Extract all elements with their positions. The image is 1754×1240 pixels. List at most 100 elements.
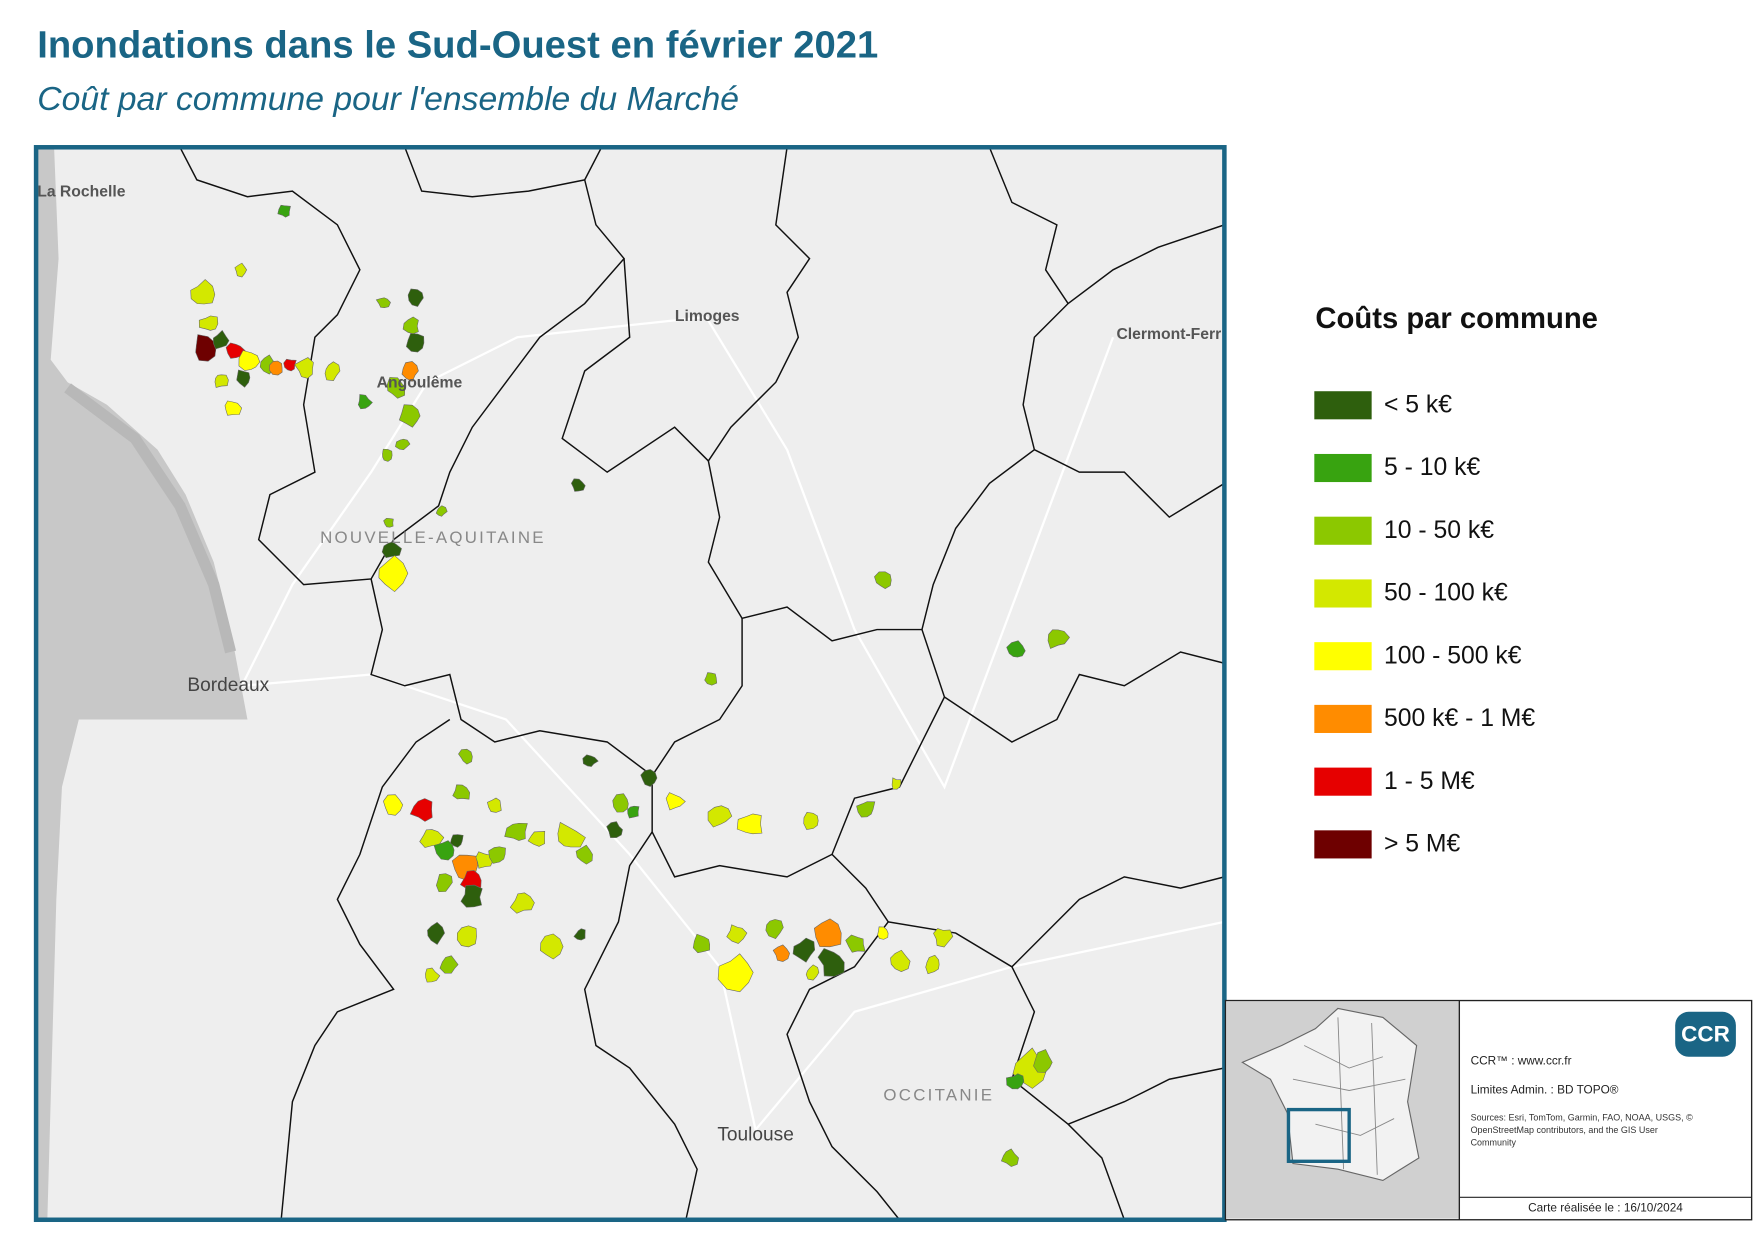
logo-text: CCR: [1681, 1021, 1730, 1046]
commune: [813, 918, 842, 948]
commune: [324, 361, 341, 381]
map: La Rochelle Limoges Clermont-Ferr Angoulême…: [36, 147, 1225, 1220]
commune: [439, 955, 459, 974]
commune: [704, 672, 718, 686]
sources: Sources: Esri, TomTom, Garmin, FAO, NOAA…: [1471, 1113, 1694, 1148]
limits-line: Limites Admin. : BD TOPO®: [1471, 1083, 1619, 1097]
ccr-line: CCR™ : www.ccr.fr: [1471, 1053, 1572, 1067]
commune: [877, 926, 889, 940]
commune: [1006, 1073, 1025, 1090]
commune: [612, 793, 629, 813]
inset-france: [1241, 1007, 1420, 1182]
commune: [234, 262, 247, 278]
commune: [665, 792, 686, 811]
admin-borders: [179, 147, 1225, 1220]
place-label: Bordeaux: [187, 675, 269, 696]
commune: [405, 333, 425, 353]
commune: [817, 948, 845, 977]
legend-label: 50 - 100 k€: [1384, 580, 1508, 607]
inset-extent: [1286, 1107, 1351, 1163]
inset-borders: [1292, 1017, 1406, 1175]
legend-label: 5 - 10 k€: [1384, 454, 1480, 481]
commune: [383, 517, 394, 528]
commune: [401, 361, 419, 382]
commune: [402, 316, 419, 335]
commune: [736, 813, 763, 835]
legend-swatch: [1314, 830, 1372, 859]
place-label: Clermont-Ferr: [1116, 326, 1221, 343]
commune: [427, 921, 445, 945]
place-label: Angoulême: [377, 375, 463, 392]
place-label: La Rochelle: [37, 183, 125, 200]
commune: [407, 288, 424, 307]
commune: [792, 937, 816, 963]
commune: [582, 754, 599, 767]
legend-label: > 5 M€: [1384, 830, 1461, 857]
commune: [891, 777, 902, 790]
commune: [294, 357, 314, 379]
map-labels: La Rochelle Limoges Clermont-Ferr Angoulême…: [37, 183, 1221, 1145]
legend-label: 1 - 5 M€: [1384, 768, 1475, 795]
commune: [856, 801, 876, 818]
commune: [1006, 640, 1026, 658]
title: Inondations dans le Sud-Ouest en février…: [37, 23, 878, 66]
legend-label: 500 k€ - 1 M€: [1384, 705, 1535, 732]
commune: [452, 784, 470, 800]
commune: [190, 279, 216, 305]
commune: [692, 933, 710, 954]
commune: [707, 805, 733, 828]
legend-swatch: [1314, 642, 1372, 671]
commune: [436, 873, 453, 893]
roads: [240, 315, 1225, 1131]
commune: [409, 798, 433, 822]
subtitle: Coût par commune pour l'ensemble du Marc…: [37, 80, 739, 118]
commune: [890, 949, 911, 972]
commune: [375, 297, 391, 308]
commune: [1033, 1049, 1053, 1073]
commune: [283, 358, 297, 372]
legend-swatch: [1314, 391, 1372, 420]
commune: [395, 438, 411, 450]
commune: [213, 329, 230, 350]
commune: [435, 505, 448, 517]
commune: [224, 400, 243, 416]
place-label: OCCITANIE: [883, 1086, 994, 1105]
commune: [1000, 1148, 1019, 1167]
commune: [225, 342, 246, 359]
legend-swatch: [1314, 704, 1372, 733]
sea: [36, 147, 248, 1220]
commune: [475, 851, 494, 869]
commune: [717, 953, 754, 993]
commune: [198, 315, 219, 331]
commune: [557, 821, 586, 848]
commune: [540, 933, 564, 960]
legend-swatch: [1314, 579, 1372, 608]
commune: [571, 478, 586, 492]
commune: [805, 964, 820, 981]
commune: [460, 884, 483, 908]
place-label: Limoges: [675, 308, 740, 325]
estuary: [64, 383, 237, 654]
commune: [488, 846, 506, 864]
commune: [575, 844, 593, 865]
legend-swatch: [1314, 767, 1372, 796]
commune: [726, 924, 748, 944]
commune: [357, 394, 373, 410]
commune: [214, 374, 229, 388]
commune: [845, 934, 866, 953]
commune: [277, 204, 291, 218]
legend-label: 10 - 50 k€: [1384, 517, 1494, 544]
legend-label: < 5 k€: [1384, 391, 1452, 418]
place-label: NOUVELLE-AQUITAINE: [320, 528, 546, 547]
commune: [236, 369, 251, 388]
commune: [509, 892, 535, 914]
communes: [190, 204, 1070, 1167]
commune: [381, 541, 402, 559]
commune: [803, 812, 819, 830]
legend-swatch: [1314, 516, 1372, 545]
commune: [398, 404, 421, 428]
commune: [504, 822, 528, 841]
place-label: Toulouse: [717, 1124, 794, 1145]
commune: [765, 919, 784, 940]
